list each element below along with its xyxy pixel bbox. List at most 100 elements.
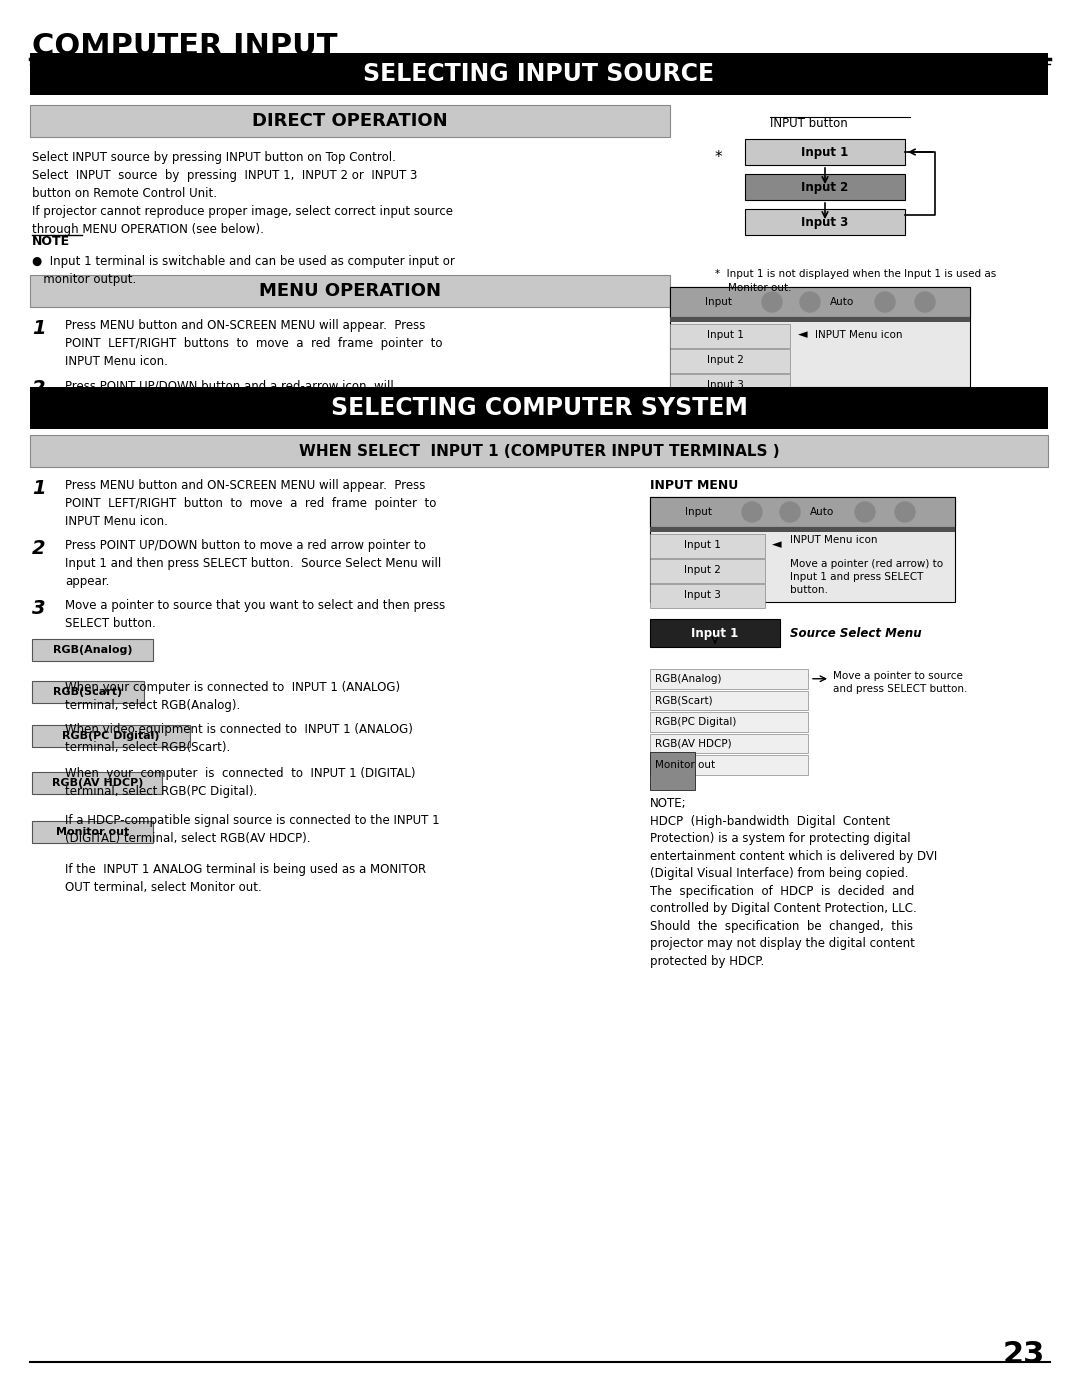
Circle shape	[855, 502, 875, 522]
Bar	[670, 286, 970, 317]
Bar	[650, 497, 955, 527]
Text: Auto: Auto	[831, 298, 854, 307]
Text: Input 2: Input 2	[801, 180, 849, 194]
Text: Press MENU button and ON-SCREEN MENU will appear.  Press
POINT  LEFT/RIGHT  butt: Press MENU button and ON-SCREEN MENU wil…	[65, 319, 443, 367]
Text: Input 1: Input 1	[801, 145, 849, 158]
Bar	[32, 638, 153, 661]
Text: 1: 1	[32, 479, 45, 497]
Bar	[745, 175, 905, 200]
Text: INPUT Menu icon: INPUT Menu icon	[815, 330, 903, 339]
Bar	[32, 773, 162, 793]
Bar	[32, 725, 190, 747]
Bar	[670, 349, 789, 373]
Text: Move a pointer to source that you want to select and then press
SELECT button.: Move a pointer to source that you want t…	[65, 599, 445, 630]
Bar	[650, 712, 808, 732]
Text: If the  INPUT 1 ANALOG terminal is being used as a MONITOR
OUT terminal, select : If the INPUT 1 ANALOG terminal is being …	[65, 863, 427, 894]
Text: RGB(PC Digital): RGB(PC Digital)	[63, 731, 160, 740]
Bar	[670, 286, 970, 387]
Text: WHEN SELECT  INPUT 1 (COMPUTER INPUT TERMINALS ): WHEN SELECT INPUT 1 (COMPUTER INPUT TERM…	[299, 443, 780, 458]
Text: SELECTING INPUT SOURCE: SELECTING INPUT SOURCE	[364, 61, 715, 87]
Bar	[30, 387, 1048, 429]
Text: MENU OPERATION: MENU OPERATION	[259, 282, 441, 300]
Text: Input 1: Input 1	[691, 626, 739, 640]
Text: Press POINT UP/DOWN button to move a red arrow pointer to
Input 1 and then press: Press POINT UP/DOWN button to move a red…	[65, 539, 442, 588]
Bar	[650, 752, 696, 789]
Text: INPUT MENU: INPUT MENU	[650, 479, 739, 492]
Text: INPUT Menu icon: INPUT Menu icon	[789, 535, 877, 545]
Text: Input: Input	[705, 298, 732, 307]
Text: Move a pointer (red arrow) to
Input 1 and press SELECT
button.: Move a pointer (red arrow) to Input 1 an…	[789, 559, 943, 595]
Text: Move a pointer to source
and press SELECT button.: Move a pointer to source and press SELEC…	[833, 671, 968, 694]
Text: RGB(AV HDCP): RGB(AV HDCP)	[52, 778, 143, 788]
Bar	[650, 527, 955, 532]
Text: Input 2: Input 2	[706, 355, 743, 365]
Text: RGB(Scart): RGB(Scart)	[53, 687, 122, 697]
Bar	[650, 584, 765, 608]
Text: Input 3: Input 3	[801, 215, 849, 229]
Text: Input: Input	[685, 507, 712, 517]
Text: 3: 3	[32, 599, 45, 617]
Text: Monitor out: Monitor out	[654, 760, 715, 770]
Text: Input 1: Input 1	[684, 541, 720, 550]
Bar	[745, 138, 905, 165]
Text: When your computer is connected to  INPUT 1 (ANALOG)
terminal, select RGB(Analog: When your computer is connected to INPUT…	[65, 680, 400, 712]
Text: Press POINT UP/DOWN button and a red-arrow icon  will
appear.  Move arrow to INP: Press POINT UP/DOWN button and a red-arr…	[65, 379, 428, 427]
Circle shape	[915, 292, 935, 312]
Bar	[650, 497, 955, 602]
Bar	[650, 754, 808, 774]
Circle shape	[780, 502, 800, 522]
Bar	[670, 317, 970, 321]
Bar	[650, 733, 808, 753]
Text: ●  Input 1 terminal is switchable and can be used as computer input or
   monito: ● Input 1 terminal is switchable and can…	[32, 256, 455, 286]
Bar	[32, 821, 153, 842]
Bar	[650, 690, 808, 710]
Circle shape	[895, 502, 915, 522]
Bar	[650, 619, 780, 647]
Text: Source Select Menu: Source Select Menu	[789, 626, 921, 640]
Text: When  your  computer  is  connected  to  INPUT 1 (DIGITAL)
terminal, select RGB(: When your computer is connected to INPUT…	[65, 767, 416, 798]
Bar	[650, 534, 765, 557]
Text: ◄: ◄	[772, 538, 782, 552]
Text: 2: 2	[32, 539, 45, 557]
Text: SELECTING COMPUTER SYSTEM: SELECTING COMPUTER SYSTEM	[330, 395, 747, 420]
Bar	[670, 324, 789, 348]
Bar	[650, 559, 765, 583]
Text: INPUT button: INPUT button	[770, 117, 848, 130]
Text: If a HDCP-compatible signal source is connected to the INPUT 1
(DIGITAL) termina: If a HDCP-compatible signal source is co…	[65, 814, 440, 845]
Text: Input 2: Input 2	[684, 564, 720, 576]
Text: RGB(Analog): RGB(Analog)	[53, 645, 133, 655]
Circle shape	[742, 502, 762, 522]
Bar	[670, 374, 789, 398]
Text: Press MENU button and ON-SCREEN MENU will appear.  Press
POINT  LEFT/RIGHT  butt: Press MENU button and ON-SCREEN MENU wil…	[65, 479, 436, 528]
Bar	[30, 434, 1048, 467]
Text: Input 3: Input 3	[684, 590, 720, 599]
Text: Input 3: Input 3	[706, 380, 743, 390]
Text: RGB(Scart): RGB(Scart)	[654, 696, 713, 705]
Text: COMPUTER INPUT: COMPUTER INPUT	[32, 32, 337, 61]
Text: 23: 23	[1002, 1340, 1045, 1369]
Circle shape	[762, 292, 782, 312]
Circle shape	[875, 292, 895, 312]
Text: 2: 2	[32, 379, 45, 398]
Text: RGB(AV HDCP): RGB(AV HDCP)	[654, 738, 731, 749]
Text: *: *	[715, 149, 723, 165]
Text: Auto: Auto	[810, 507, 834, 517]
Text: 1: 1	[32, 319, 45, 338]
Text: *  Input 1 is not displayed when the Input 1 is used as
    Monitor out.: * Input 1 is not displayed when the Inpu…	[715, 270, 996, 293]
Bar	[32, 680, 144, 703]
Text: RGB(Analog): RGB(Analog)	[654, 673, 721, 683]
Text: Monitor out: Monitor out	[56, 827, 130, 837]
Text: ◄: ◄	[798, 328, 808, 341]
Text: NOTE;
HDCP  (High-bandwidth  Digital  Content
Protection) is a system for protec: NOTE; HDCP (High-bandwidth Digital Conte…	[650, 798, 937, 968]
Bar	[30, 275, 670, 307]
Text: Input 1: Input 1	[706, 330, 743, 339]
Bar	[30, 105, 670, 137]
Bar	[650, 669, 808, 689]
Text: When video equipment is connected to  INPUT 1 (ANALOG)
terminal, select RGB(Scar: When video equipment is connected to INP…	[65, 724, 413, 754]
Bar	[30, 53, 1048, 95]
Text: RGB(PC Digital): RGB(PC Digital)	[654, 717, 737, 726]
Text: Select INPUT source by pressing INPUT button on Top Control.
Select  INPUT  sour: Select INPUT source by pressing INPUT bu…	[32, 151, 453, 236]
Text: DIRECT OPERATION: DIRECT OPERATION	[253, 112, 448, 130]
Bar	[745, 210, 905, 235]
Text: NOTE: NOTE	[32, 235, 70, 249]
